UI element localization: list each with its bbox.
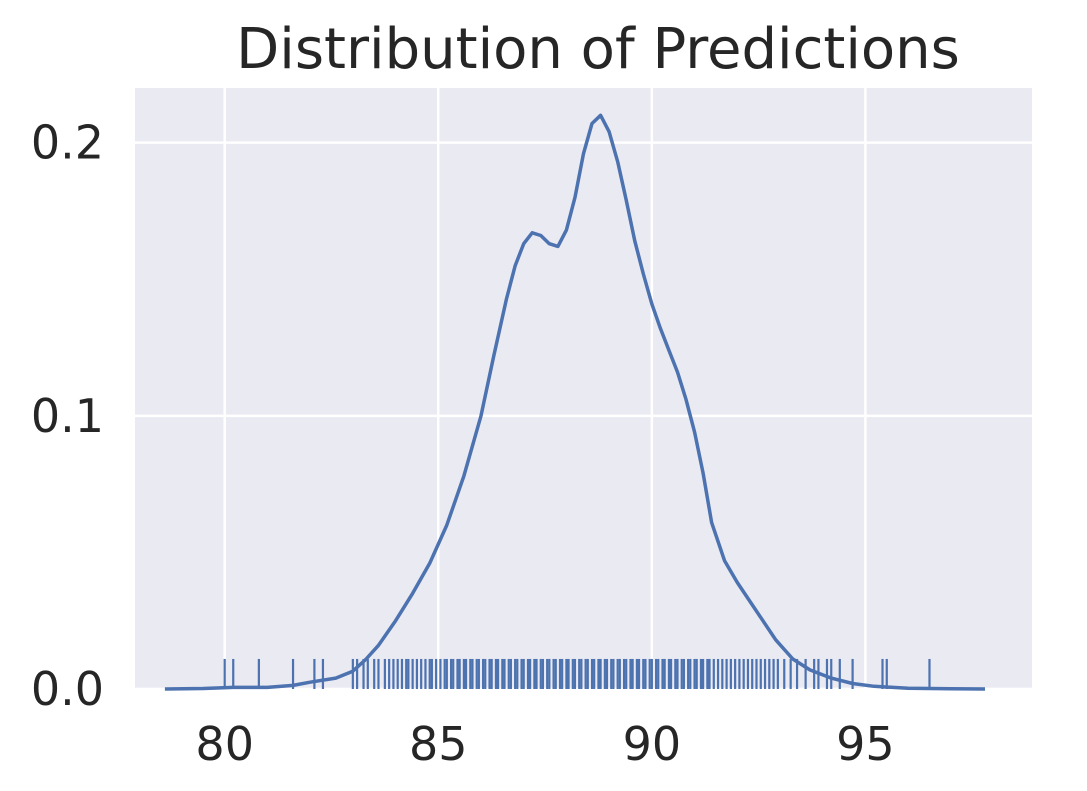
x-tick-label-0: 80 <box>195 717 254 771</box>
y-tick-label-1: 0.1 <box>31 389 104 443</box>
x-axis-ticks: 80 85 90 95 <box>195 717 894 771</box>
chart-title: Distribution of Predictions <box>236 17 960 82</box>
data-marks <box>164 113 986 691</box>
grid-lines <box>135 88 1032 691</box>
y-tick-label-0: 0.0 <box>31 662 104 716</box>
rug-ticks <box>223 658 931 689</box>
kde-line <box>164 113 986 691</box>
y-tick-label-2: 0.2 <box>31 116 104 170</box>
y-axis-ticks: 0.0 0.1 0.2 <box>31 116 104 716</box>
x-tick-label-2: 90 <box>623 717 682 771</box>
plot-background <box>135 88 1032 689</box>
x-tick-label-1: 85 <box>409 717 468 771</box>
x-tick-label-3: 95 <box>836 717 895 771</box>
